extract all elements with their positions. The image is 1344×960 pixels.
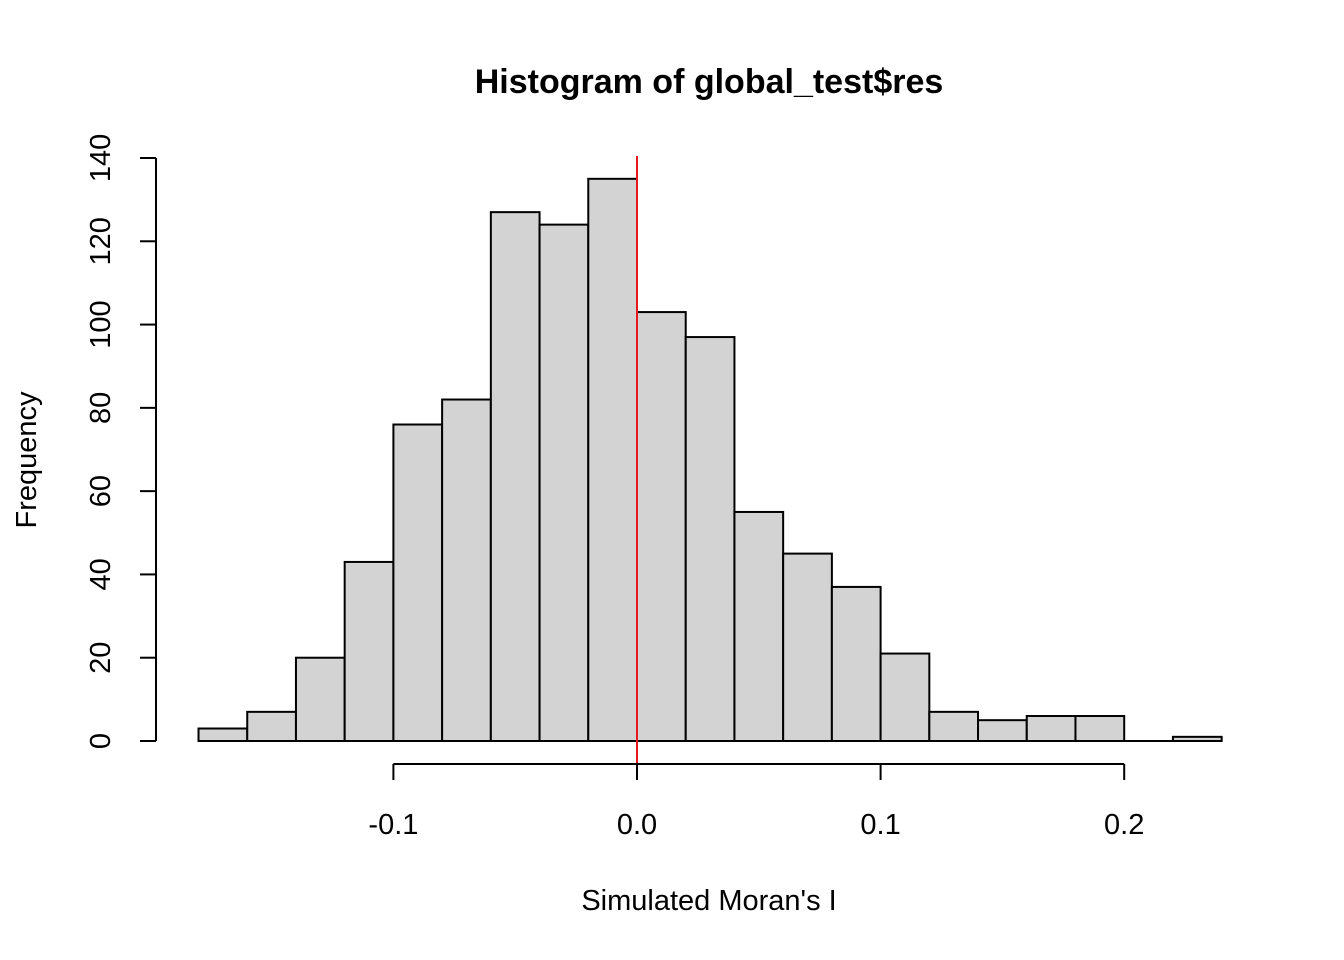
- y-tick-label-4: 80: [85, 392, 117, 424]
- y-tick-label-2: 40: [85, 558, 117, 590]
- histogram-bar-10: [684, 336, 736, 742]
- histogram-bar-1: [246, 710, 297, 743]
- y-tick-label-5: 100: [85, 300, 117, 348]
- histogram-bar-12: [782, 552, 833, 742]
- chart-title: Histogram of global_test$res: [475, 63, 944, 101]
- y-tick-label-0: 0: [85, 733, 117, 749]
- histogram-bar-0: [197, 727, 249, 742]
- x-tick-label-0: -0.1: [368, 809, 418, 841]
- histogram-bar-2: [294, 656, 346, 742]
- histogram-bar-18: [1074, 715, 1126, 743]
- bars-group: [197, 177, 1223, 743]
- y-tick-label-7: 140: [85, 134, 117, 182]
- histogram-bar-15: [928, 710, 980, 743]
- histogram-bar-6: [489, 211, 541, 742]
- histogram-bar-11: [733, 510, 785, 742]
- x-tick-label-3: 0.2: [1104, 809, 1144, 841]
- x-axis-label: Simulated Moran's I: [581, 885, 836, 917]
- histogram-bar-5: [441, 398, 492, 742]
- histogram-bar-8: [587, 177, 639, 742]
- y-tick-label-6: 120: [85, 217, 117, 265]
- y-tick-label-1: 20: [85, 642, 117, 674]
- histogram-bar-13: [830, 585, 882, 742]
- y-axis-label: Frequency: [11, 391, 43, 529]
- histogram-bar-20: [1171, 735, 1223, 742]
- histogram-bar-4: [392, 423, 444, 742]
- histogram-bar-3: [343, 560, 395, 743]
- x-tick-label-1: 0.0: [617, 809, 657, 841]
- histogram-bar-7: [538, 223, 590, 743]
- x-tick-label-2: 0.1: [860, 809, 900, 841]
- x-axis: -0.1 0.0 0.1 0.2: [368, 763, 1144, 841]
- histogram-bar-9: [636, 311, 687, 742]
- histogram-bar-17: [1025, 715, 1077, 743]
- histogram-bar-16: [977, 719, 1028, 743]
- y-axis: 0 20 40 60 80 100 120 140: [85, 134, 157, 749]
- histogram-bar-14: [879, 652, 931, 742]
- y-tick-label-3: 60: [85, 475, 117, 507]
